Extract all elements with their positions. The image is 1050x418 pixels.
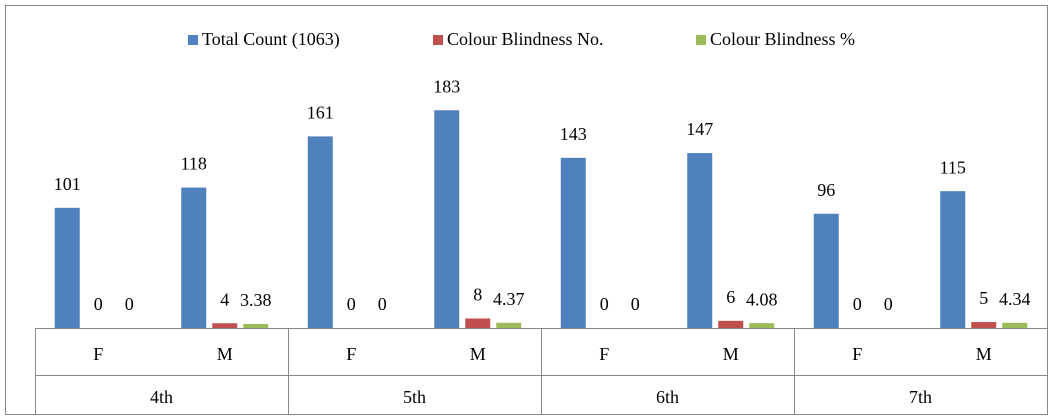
data-label: 0 xyxy=(94,294,103,314)
bar xyxy=(813,213,839,328)
bar xyxy=(718,320,744,328)
data-label: 4.34 xyxy=(999,289,1031,309)
x-tick-label: M xyxy=(976,344,992,364)
bar xyxy=(307,136,333,328)
group-label: 7th xyxy=(909,387,932,407)
legend-swatch xyxy=(696,35,706,45)
data-label: 3.38 xyxy=(240,290,272,310)
bar xyxy=(1002,322,1028,328)
data-label: 161 xyxy=(307,103,334,123)
data-label: 0 xyxy=(884,294,893,314)
chart-border xyxy=(5,5,1048,415)
x-tick-label: F xyxy=(346,344,356,364)
data-label: 4.08 xyxy=(746,289,778,309)
legend-swatch xyxy=(188,35,198,45)
x-tick-label: F xyxy=(852,344,862,364)
x-tick-label: M xyxy=(723,344,739,364)
data-label: 0 xyxy=(378,294,387,314)
data-label: 183 xyxy=(433,76,460,96)
data-label: 5 xyxy=(979,288,988,308)
legend-label: Colour Blindness No. xyxy=(447,29,604,49)
data-label: 4.37 xyxy=(493,289,525,309)
group-label: 4th xyxy=(150,387,173,407)
bar xyxy=(971,322,997,328)
bar xyxy=(212,323,238,328)
bar xyxy=(560,157,586,328)
bar xyxy=(54,207,80,328)
data-label: 0 xyxy=(853,294,862,314)
group-label: 5th xyxy=(403,387,426,407)
bar xyxy=(749,323,775,328)
data-label: 96 xyxy=(817,180,835,200)
group-label: 6th xyxy=(656,387,679,407)
data-label: 0 xyxy=(600,294,609,314)
data-label: 4 xyxy=(220,289,229,309)
data-label: 8 xyxy=(473,285,482,305)
x-tick-label: F xyxy=(599,344,609,364)
data-label: 0 xyxy=(347,294,356,314)
data-label: 101 xyxy=(54,174,81,194)
data-label: 115 xyxy=(940,157,966,177)
bar xyxy=(243,323,269,328)
bar xyxy=(496,322,522,328)
data-label: 147 xyxy=(686,119,713,139)
bar xyxy=(465,318,491,328)
bar xyxy=(687,153,713,328)
data-label: 143 xyxy=(560,124,587,144)
legend-swatch xyxy=(433,35,443,45)
data-label: 118 xyxy=(181,154,207,174)
data-label: 6 xyxy=(726,287,735,307)
bar xyxy=(181,187,207,328)
x-tick-label: M xyxy=(217,344,233,364)
data-label: 0 xyxy=(631,294,640,314)
bar xyxy=(434,110,460,328)
x-tick-label: F xyxy=(93,344,103,364)
legend-label: Colour Blindness % xyxy=(710,29,855,49)
legend-label: Total Count (1063) xyxy=(202,29,340,50)
bar xyxy=(940,191,966,328)
x-tick-label: M xyxy=(470,344,486,364)
data-label: 0 xyxy=(125,294,134,314)
